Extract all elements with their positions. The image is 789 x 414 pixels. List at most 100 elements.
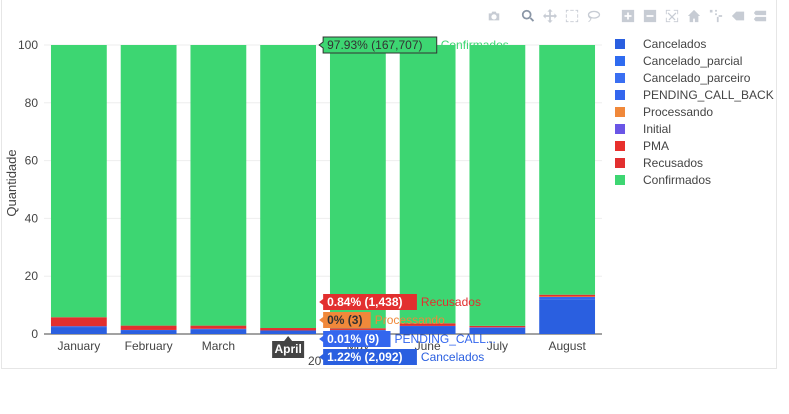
bar-segment[interactable] xyxy=(399,326,456,334)
hover-series-name: PENDING_CALL... xyxy=(395,332,496,346)
x-tick-label: January xyxy=(58,339,101,353)
x-tick-label: August xyxy=(548,339,586,353)
y-tick-label: 100 xyxy=(18,38,38,52)
hover-tooltip: 0.01% (9) PENDING_CALL... xyxy=(319,331,496,347)
bar-segment[interactable] xyxy=(120,325,177,330)
hover-value: 0.01% (9) xyxy=(327,332,379,346)
bar-segment[interactable] xyxy=(539,297,596,300)
legend-swatch xyxy=(615,123,625,134)
reset-axes-icon[interactable] xyxy=(686,8,702,24)
legend-item[interactable]: Confirmados xyxy=(611,171,774,188)
legend-label: Processando xyxy=(643,104,714,119)
legend-swatch xyxy=(615,72,625,83)
hover-closest-icon[interactable] xyxy=(730,8,746,24)
legend-item[interactable]: Cancelado_parceiro xyxy=(611,69,774,86)
bar-segment[interactable] xyxy=(469,327,526,334)
bar-segment[interactable] xyxy=(190,329,247,334)
hover-value: 97.93% (167,707) xyxy=(327,38,422,52)
hover-tooltips: April 97.93% (167,707) Confirmados 0.84% (1… xyxy=(272,36,509,365)
x-tick-label: June xyxy=(415,339,441,353)
bar-segment[interactable] xyxy=(469,325,526,328)
legend-label: Cancelado_parcial xyxy=(643,53,743,68)
legend-label: PMA xyxy=(643,138,670,153)
legend-item[interactable]: Cancelados xyxy=(611,35,774,52)
bar-segment[interactable] xyxy=(329,45,386,329)
modebar xyxy=(486,8,768,24)
x-tick-label: July xyxy=(487,339,508,353)
hover-value: 1.22% (2,092) xyxy=(327,350,402,364)
legend-swatch xyxy=(615,174,625,185)
bar-segment[interactable] xyxy=(50,326,107,328)
y-ticks: 0 20 40 60 80 100 xyxy=(18,38,38,341)
bar-segment[interactable] xyxy=(190,325,247,329)
bar-segment[interactable] xyxy=(399,325,456,327)
legend-item[interactable]: Cancelado_parcial xyxy=(611,52,774,69)
bar-segment[interactable] xyxy=(260,328,317,331)
hover-tooltip: 97.93% (167,707) Confirmados xyxy=(318,36,509,54)
bar-segment[interactable] xyxy=(539,296,596,298)
legend: Cancelados Cancelado_parcial Cancelado_par… xyxy=(611,35,774,188)
y-tick-label: 40 xyxy=(25,211,39,225)
legend-label: Recusados xyxy=(643,155,704,170)
hover-compare-icon[interactable] xyxy=(752,8,768,24)
zoom-in-icon[interactable] xyxy=(620,8,636,24)
bar-segment[interactable] xyxy=(50,317,107,327)
camera-icon[interactable] xyxy=(486,8,502,24)
bar-segment[interactable] xyxy=(539,45,596,295)
legend-item[interactable]: PENDING_CALL_BACK xyxy=(611,86,774,103)
legend-item[interactable]: Processando xyxy=(611,103,774,120)
legend-swatch xyxy=(615,157,625,168)
y-tick-label: 20 xyxy=(25,269,39,283)
legend-item[interactable]: Recusados xyxy=(611,154,774,171)
hover-category-label: April xyxy=(272,336,305,358)
bar-segment[interactable] xyxy=(120,329,177,331)
hover-tooltip: 0% (3) Processando xyxy=(319,312,445,328)
bar-segment[interactable] xyxy=(260,45,317,329)
hover-value: 0.84% (1,438) xyxy=(327,295,402,309)
zoom-out-icon[interactable] xyxy=(642,8,658,24)
hover-series-name: Confirmados xyxy=(441,38,509,52)
bar-segment[interactable] xyxy=(539,294,596,297)
hover-series-name: Recusados xyxy=(421,295,481,309)
pan-icon[interactable] xyxy=(542,8,558,24)
bar-segment[interactable] xyxy=(399,323,456,326)
bar-segment[interactable] xyxy=(120,330,177,334)
zoom-icon[interactable] xyxy=(520,8,536,24)
hover-tooltip: 1.22% (2,092) Cancelados xyxy=(319,349,484,365)
bar-segment[interactable] xyxy=(120,45,177,326)
legend-label: Initial xyxy=(643,121,672,136)
x-tick-label: February xyxy=(125,339,173,353)
spike-lines-icon[interactable] xyxy=(708,8,724,24)
bar-segment[interactable] xyxy=(260,330,317,334)
legend-swatch xyxy=(615,140,625,151)
legend-swatch xyxy=(615,38,625,49)
legend-label: Cancelado_parceiro xyxy=(643,70,751,85)
lasso-select-icon[interactable] xyxy=(586,8,602,24)
hover-series-name: Processando xyxy=(375,313,445,327)
bar-segment[interactable] xyxy=(469,45,526,326)
legend-swatch xyxy=(615,55,625,66)
y-axis-label: Quantidade xyxy=(4,149,19,216)
bar-segment[interactable] xyxy=(329,328,386,330)
legend-label: Cancelados xyxy=(643,36,707,51)
bar-segment[interactable] xyxy=(539,299,596,334)
bars[interactable] xyxy=(50,45,596,334)
bar-segment[interactable] xyxy=(50,45,107,318)
x-axis-label-partial: 20 xyxy=(308,354,322,368)
y-tick-label: 80 xyxy=(25,96,39,110)
bar-segment[interactable] xyxy=(50,327,107,334)
legend-label: Confirmados xyxy=(643,172,712,187)
hover-tooltip: 0.84% (1,438) Recusados xyxy=(319,294,481,310)
autoscale-icon[interactable] xyxy=(664,8,680,24)
legend-swatch xyxy=(615,106,625,117)
bar-segment[interactable] xyxy=(190,45,247,326)
legend-swatch xyxy=(615,89,625,100)
legend-item[interactable]: Initial xyxy=(611,120,774,137)
y-tick-label: 0 xyxy=(31,327,38,341)
y-tick-label: 60 xyxy=(25,154,39,168)
bar-segment[interactable] xyxy=(399,45,456,324)
bar-segment[interactable] xyxy=(190,328,247,330)
x-tick-label: March xyxy=(202,339,235,353)
legend-item[interactable]: PMA xyxy=(611,137,774,154)
